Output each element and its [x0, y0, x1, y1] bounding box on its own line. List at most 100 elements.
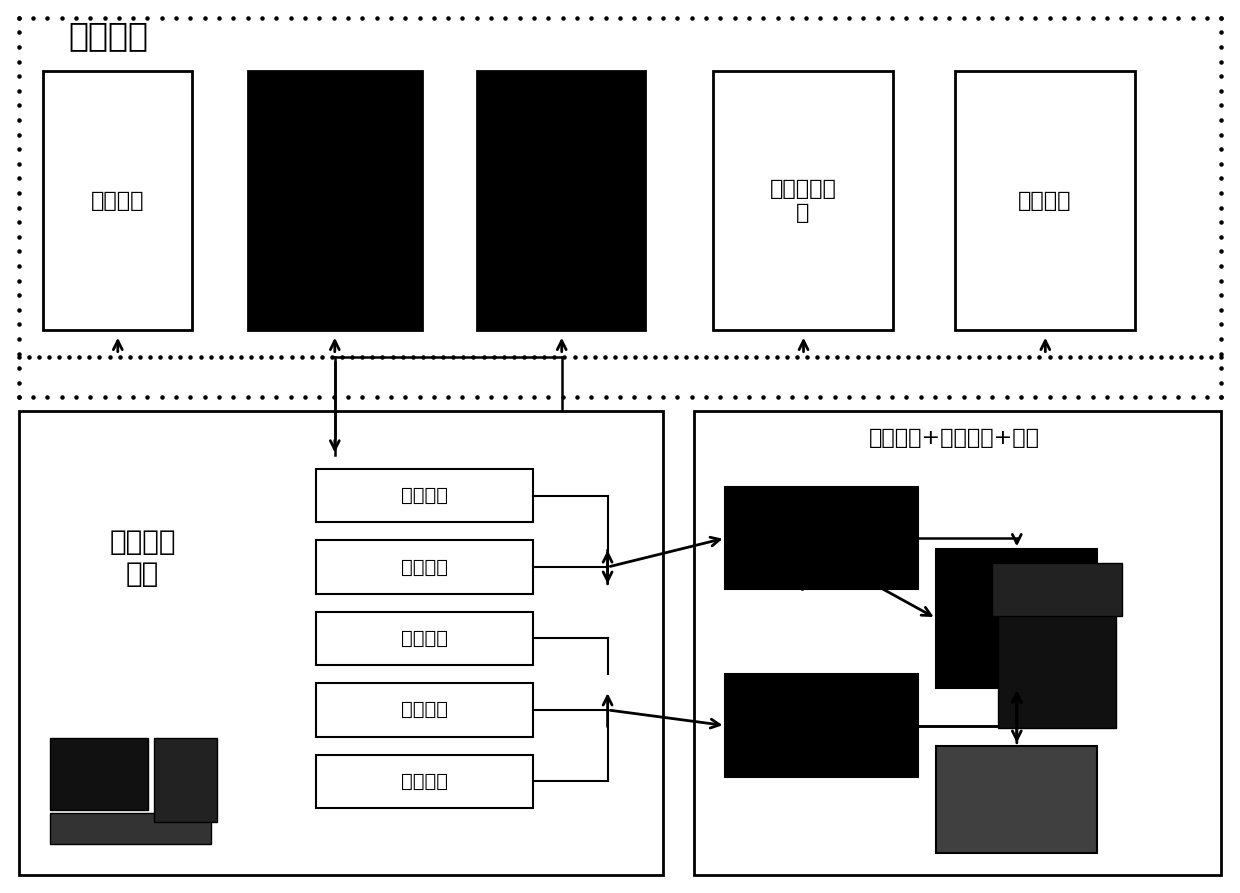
Point — [525, 11, 544, 25]
Point — [424, 11, 444, 25]
Point — [301, 350, 321, 364]
Point — [1211, 11, 1231, 25]
Point — [1211, 350, 1231, 364]
Point — [9, 69, 29, 83]
Point — [9, 361, 29, 375]
Point — [727, 350, 746, 364]
Point — [1211, 317, 1231, 331]
Point — [567, 390, 587, 405]
Point — [982, 390, 1002, 405]
Point — [564, 350, 584, 364]
Point — [464, 350, 484, 364]
Point — [438, 11, 458, 25]
Point — [252, 11, 272, 25]
Point — [696, 390, 715, 405]
Bar — [248, 71, 422, 330]
Point — [574, 350, 594, 364]
Point — [1050, 350, 1070, 364]
Point — [423, 350, 443, 364]
Point — [796, 390, 816, 405]
Point — [739, 390, 759, 405]
Point — [1211, 156, 1231, 171]
Point — [724, 390, 744, 405]
Point — [94, 390, 114, 405]
Point — [223, 11, 243, 25]
Point — [1211, 54, 1231, 69]
Point — [9, 230, 29, 244]
Point — [9, 128, 29, 142]
Point — [1097, 390, 1117, 405]
Point — [1211, 113, 1231, 127]
Point — [968, 350, 988, 364]
Point — [776, 350, 796, 364]
Point — [1121, 350, 1141, 364]
Point — [210, 11, 229, 25]
Point — [474, 350, 494, 364]
Point — [130, 350, 150, 364]
Point — [166, 11, 186, 25]
Point — [1211, 245, 1231, 259]
Point — [1025, 11, 1045, 25]
Point — [9, 390, 29, 405]
Bar — [477, 71, 645, 330]
Point — [1140, 390, 1159, 405]
Point — [1211, 40, 1231, 54]
Point — [1211, 11, 1231, 25]
Point — [221, 350, 241, 364]
Point — [37, 390, 57, 405]
Point — [595, 350, 615, 364]
Point — [1183, 390, 1203, 405]
Point — [910, 11, 930, 25]
Point — [79, 350, 99, 364]
Point — [201, 350, 221, 364]
Point — [9, 54, 29, 69]
Point — [19, 350, 38, 364]
Point — [999, 350, 1019, 364]
Point — [37, 11, 57, 25]
Point — [1131, 350, 1151, 364]
Point — [1211, 273, 1231, 288]
Point — [686, 350, 706, 364]
Point — [696, 350, 715, 364]
Point — [367, 11, 387, 25]
Point — [990, 350, 1009, 364]
Point — [81, 390, 100, 405]
Point — [667, 11, 687, 25]
Point — [195, 11, 215, 25]
Point — [538, 11, 558, 25]
Point — [544, 350, 564, 364]
Bar — [713, 71, 893, 330]
Point — [605, 350, 625, 364]
Point — [797, 350, 817, 364]
Point — [711, 11, 730, 25]
Point — [940, 390, 960, 405]
Point — [1211, 346, 1231, 361]
Point — [312, 350, 332, 364]
Point — [433, 350, 453, 364]
Point — [796, 11, 816, 25]
Point — [151, 11, 171, 25]
Point — [625, 350, 645, 364]
Point — [1054, 11, 1074, 25]
Point — [746, 350, 766, 364]
Point — [52, 390, 72, 405]
Point — [908, 350, 928, 364]
Point — [496, 11, 516, 25]
Point — [825, 390, 844, 405]
Point — [9, 215, 29, 230]
Point — [696, 11, 715, 25]
Point — [868, 390, 888, 405]
Point — [538, 390, 558, 405]
Point — [9, 84, 29, 98]
Point — [595, 11, 615, 25]
Point — [352, 11, 372, 25]
Point — [837, 350, 857, 364]
Point — [954, 390, 973, 405]
Point — [160, 350, 180, 364]
Text: 阻力信息: 阻力信息 — [402, 629, 448, 648]
Point — [940, 11, 960, 25]
Point — [717, 350, 737, 364]
Point — [1151, 350, 1171, 364]
Point — [9, 40, 29, 54]
Text: 加速信息: 加速信息 — [402, 557, 448, 577]
